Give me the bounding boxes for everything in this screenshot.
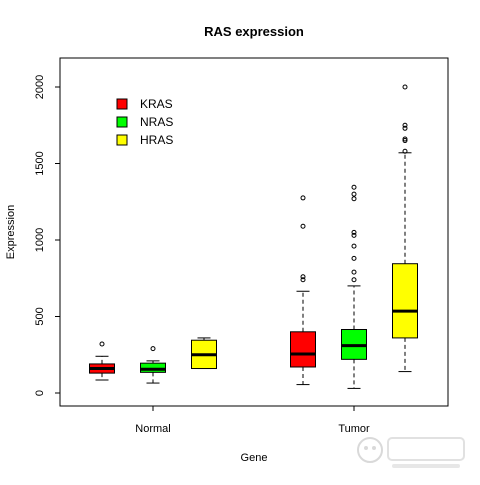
outlier-point <box>300 223 306 229</box>
y-axis-ticks: 0 500 1000 1500 2000 <box>34 75 60 396</box>
outlier-point <box>402 138 408 144</box>
y-tick-label: 1500 <box>34 151 46 175</box>
legend-swatch-kras <box>116 98 128 110</box>
x-axis-label: Gene <box>241 452 268 464</box>
y-tick-label: 2000 <box>34 75 46 99</box>
outlier-point <box>300 274 306 280</box>
legend-swatch-hras <box>116 134 128 146</box>
watermark-subline <box>392 464 460 468</box>
boxplot-nras-tumor <box>341 184 367 389</box>
outlier-point <box>351 196 357 202</box>
x-axis-ticks: Normal Tumor <box>135 406 370 435</box>
boxplot-nras-normal <box>140 346 166 384</box>
plot-frame <box>59 57 449 407</box>
outlier-point <box>402 84 408 90</box>
outlier-point <box>402 122 408 128</box>
outlier-point <box>351 255 357 261</box>
x-tick-label: Tumor <box>338 423 370 435</box>
legend-swatch-nras <box>116 116 128 128</box>
x-tick-label: Normal <box>135 423 170 435</box>
legend-label-nras: NRAS <box>140 115 173 129</box>
watermark-mascot <box>357 437 383 463</box>
box-iqr <box>140 362 166 373</box>
watermark-logo <box>357 437 465 468</box>
y-axis-label: Expression <box>5 205 17 259</box>
outlier-point <box>351 232 357 238</box>
outlier-point <box>150 346 156 352</box>
boxplot-hras-tumor <box>392 84 418 373</box>
outlier-point <box>99 341 105 347</box>
y-tick-label: 1000 <box>34 228 46 252</box>
outlier-point <box>351 269 357 275</box>
legend-label-kras: KRAS <box>140 97 173 111</box>
chart-title: RAS expression <box>204 24 304 39</box>
outlier-point <box>351 229 357 235</box>
legend-label-hras: HRAS <box>140 133 173 147</box>
box-iqr <box>290 331 316 368</box>
y-tick-label: 500 <box>34 307 46 325</box>
outlier-point <box>300 195 306 201</box>
outlier-point <box>402 136 408 142</box>
outlier-point <box>351 191 357 197</box>
boxplot-kras-tumor <box>290 195 316 386</box>
outlier-point <box>402 148 408 154</box>
watermark-eye <box>364 446 368 450</box>
outlier-point <box>351 277 357 283</box>
outlier-point <box>300 277 306 283</box>
boxplot-hras-normal <box>191 337 217 370</box>
watermark-eye <box>372 446 376 450</box>
y-tick-label: 0 <box>34 390 46 396</box>
watermark-mark <box>387 437 465 461</box>
box-group <box>89 84 418 389</box>
outlier-point <box>402 125 408 131</box>
outlier-point <box>351 243 357 249</box>
boxplot-kras-normal <box>89 341 115 381</box>
legend: KRAS NRAS HRAS <box>116 97 173 147</box>
outlier-point <box>351 184 357 190</box>
box-iqr <box>392 263 418 339</box>
